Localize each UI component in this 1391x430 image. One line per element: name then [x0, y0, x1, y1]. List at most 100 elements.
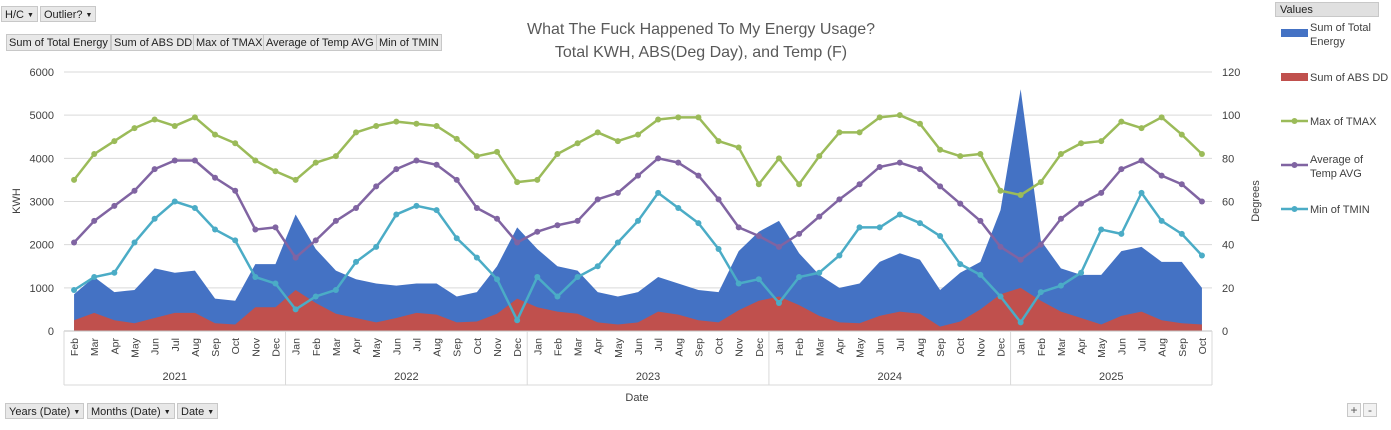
point-average-of-temp-avg	[514, 239, 521, 246]
x-month-label: Oct	[714, 338, 726, 354]
point-average-of-temp-avg	[1057, 215, 1064, 222]
x-month-label: Aug	[432, 338, 444, 357]
legend-swatch-sum-of-total-energy	[1281, 29, 1308, 37]
point-min-of-tmin	[1078, 269, 1085, 276]
point-max-of-tmax	[453, 135, 460, 142]
point-average-of-temp-avg	[554, 222, 561, 229]
legend-label-average-of-temp-avg: Temp AVG	[1310, 168, 1362, 180]
point-min-of-tmin	[655, 189, 662, 196]
point-min-of-tmin	[856, 224, 863, 231]
value-button-abs-dd[interactable]: Sum of ABS DD	[111, 34, 196, 51]
value-button-total-energy[interactable]: Sum of Total Energy	[6, 34, 111, 51]
y-axis-right-title: Degrees	[1250, 180, 1262, 222]
point-max-of-tmax	[997, 187, 1004, 194]
legend-label-average-of-temp-avg: Average of	[1310, 154, 1364, 166]
value-button-min-tmin[interactable]: Min of TMIN	[376, 34, 442, 51]
x-year-label: 2024	[878, 371, 902, 383]
point-max-of-tmax	[755, 181, 762, 188]
x-month-label: Aug	[190, 338, 202, 357]
value-button-max-tmax[interactable]: Max of TMAX	[193, 34, 266, 51]
point-min-of-tmin	[675, 204, 682, 211]
area-series	[74, 89, 1202, 332]
point-average-of-temp-avg	[494, 215, 501, 222]
date-field-button[interactable]: Date ▼	[177, 403, 219, 419]
point-average-of-temp-avg	[473, 204, 480, 211]
point-max-of-tmax	[252, 157, 259, 164]
x-month-label: Jun	[875, 338, 887, 355]
point-average-of-temp-avg	[856, 181, 863, 188]
zoom-out-button[interactable]: -	[1363, 403, 1377, 417]
x-month-label: Dec	[754, 338, 766, 357]
point-min-of-tmin	[232, 237, 239, 244]
x-month-label: Jul	[653, 338, 665, 351]
months-date-button[interactable]: Months (Date) ▼	[87, 403, 175, 419]
x-month-label: Apr	[593, 338, 605, 355]
point-average-of-temp-avg	[1158, 172, 1165, 179]
y-right-tick-label: 120	[1222, 67, 1240, 79]
point-average-of-temp-avg	[171, 157, 178, 164]
years-date-button[interactable]: Years (Date) ▼	[5, 403, 85, 419]
y-left-tick-label: 6000	[30, 67, 54, 79]
x-month-label: Apr	[834, 338, 846, 355]
point-average-of-temp-avg	[775, 243, 782, 250]
x-month-label: Aug	[915, 338, 927, 357]
x-month-label: Jan	[291, 338, 303, 355]
point-max-of-tmax	[373, 122, 380, 129]
point-min-of-tmin	[473, 254, 480, 261]
point-min-of-tmin	[1057, 282, 1064, 289]
point-min-of-tmin	[735, 280, 742, 287]
point-max-of-tmax	[71, 176, 78, 183]
point-min-of-tmin	[1118, 230, 1125, 237]
x-month-label: Oct	[1197, 338, 1209, 354]
point-min-of-tmin	[1138, 189, 1145, 196]
point-min-of-tmin	[896, 211, 903, 218]
point-average-of-temp-avg	[534, 228, 541, 235]
point-max-of-tmax	[594, 129, 601, 136]
x-month-label: Sep	[693, 338, 705, 357]
x-month-label: May	[613, 337, 625, 358]
point-average-of-temp-avg	[453, 176, 460, 183]
x-month-label: Jul	[1137, 338, 1149, 351]
point-max-of-tmax	[937, 146, 944, 153]
point-average-of-temp-avg	[916, 166, 923, 173]
x-month-label: Mar	[89, 338, 101, 357]
y-right-tick-label: 100	[1222, 110, 1240, 122]
x-month-label: May	[371, 337, 383, 358]
point-average-of-temp-avg	[796, 230, 803, 237]
legend-swatch-sum-of-abs-dd	[1281, 73, 1308, 81]
hc-filter-button[interactable]: H/C ▼	[1, 6, 38, 22]
x-month-label: Oct	[472, 338, 484, 354]
outlier-filter-button[interactable]: Outlier? ▼	[40, 6, 97, 22]
legend-label-max-of-tmax: Max of TMAX	[1310, 116, 1377, 128]
outlier-filter-label: Outlier?	[44, 9, 83, 21]
point-max-of-tmax	[514, 179, 521, 186]
point-min-of-tmin	[937, 233, 944, 240]
y-right-tick-label: 40	[1222, 240, 1234, 252]
point-average-of-temp-avg	[876, 163, 883, 170]
point-average-of-temp-avg	[977, 217, 984, 224]
x-year-label: 2025	[1099, 371, 1123, 383]
point-max-of-tmax	[131, 125, 138, 132]
zoom-in-button[interactable]: +	[1347, 403, 1361, 417]
chart-title-line1: What The Fuck Happened To My Energy Usag…	[527, 21, 875, 38]
y-right-tick-label: 0	[1222, 326, 1228, 338]
x-month-label: Jun	[391, 338, 403, 355]
legend-label-min-of-tmin: Min of TMIN	[1310, 204, 1370, 216]
x-month-label: Nov	[734, 337, 746, 356]
x-axis-title: Date	[625, 392, 648, 404]
point-average-of-temp-avg	[1118, 166, 1125, 173]
legend-header[interactable]: Values	[1275, 2, 1379, 17]
point-max-of-tmax	[292, 176, 299, 183]
x-month-label: Mar	[331, 338, 343, 357]
point-max-of-tmax	[212, 131, 219, 138]
x-month-label: Jan	[774, 338, 786, 355]
point-max-of-tmax	[775, 155, 782, 162]
point-average-of-temp-avg	[574, 217, 581, 224]
value-button-avg-temp[interactable]: Average of Temp AVG	[263, 34, 377, 51]
dropdown-arrow-icon: ▼	[26, 12, 34, 19]
point-max-of-tmax	[1118, 118, 1125, 125]
point-average-of-temp-avg	[212, 174, 219, 181]
x-month-label: Apr	[351, 338, 363, 355]
months-date-label: Months (Date)	[91, 406, 161, 418]
